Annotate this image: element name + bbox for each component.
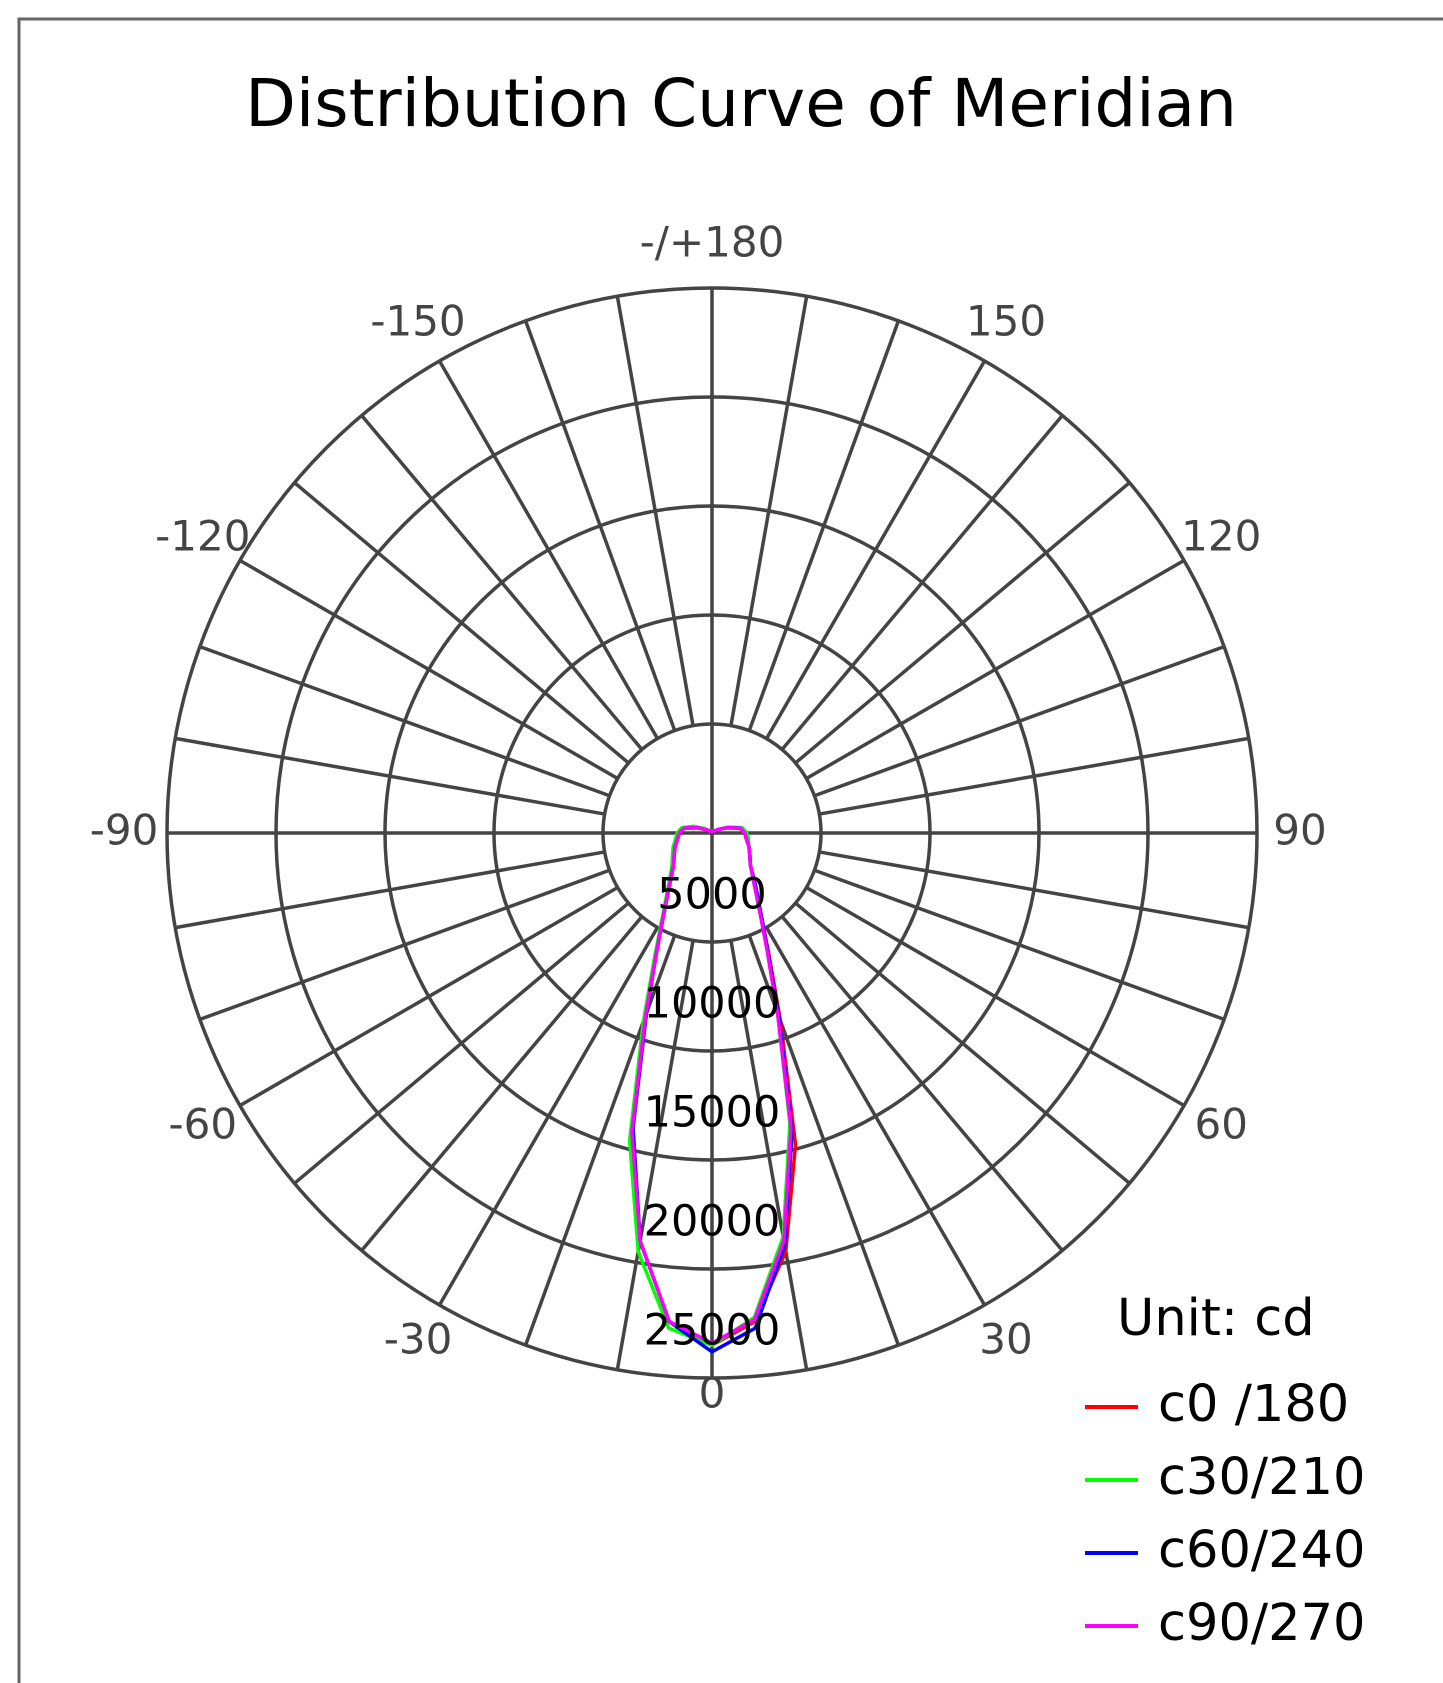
angle-tick-label: 90 (1273, 806, 1326, 855)
grid-ring (383, 504, 1041, 1162)
frame (17, 17, 1443, 1683)
r-tick-label: 15000 (644, 1088, 781, 1138)
r-tick-label: 25000 (644, 1306, 781, 1356)
grid-ring (601, 722, 823, 944)
angle-tick-label: 60 (1194, 1100, 1247, 1149)
grid-ring (165, 286, 1259, 1380)
r-tick-label: 10000 (644, 979, 781, 1029)
r-tick-label: 20000 (644, 1197, 781, 1247)
angle-tick-label: 30 (979, 1315, 1032, 1364)
unit-label: Unit: cd (1117, 1289, 1315, 1348)
angle-tick-label: -30 (384, 1315, 453, 1364)
grid-ring (492, 613, 932, 1053)
angle-tick-label: 0 (699, 1369, 726, 1418)
angle-tick-label: -150 (370, 296, 465, 345)
angle-tick-label: -90 (90, 806, 159, 855)
legend-label: c90/270 (1158, 1594, 1365, 1653)
angle-tick-label: -120 (155, 512, 250, 561)
angle-tick-label: 120 (1181, 512, 1261, 561)
legend-label: c0 /180 (1158, 1375, 1349, 1434)
chart-title: Distribution Curve of Meridian (245, 65, 1237, 142)
angle-tick-label: 150 (966, 296, 1046, 345)
series-line (630, 826, 793, 1346)
grid-ring (274, 395, 1150, 1271)
r-tick-label: 5000 (657, 870, 766, 920)
angle-tick-label: -60 (168, 1100, 237, 1149)
angle-tick-label: -/+180 (640, 218, 785, 267)
legend-label: c60/240 (1158, 1521, 1365, 1580)
legend-label: c30/210 (1158, 1448, 1365, 1507)
